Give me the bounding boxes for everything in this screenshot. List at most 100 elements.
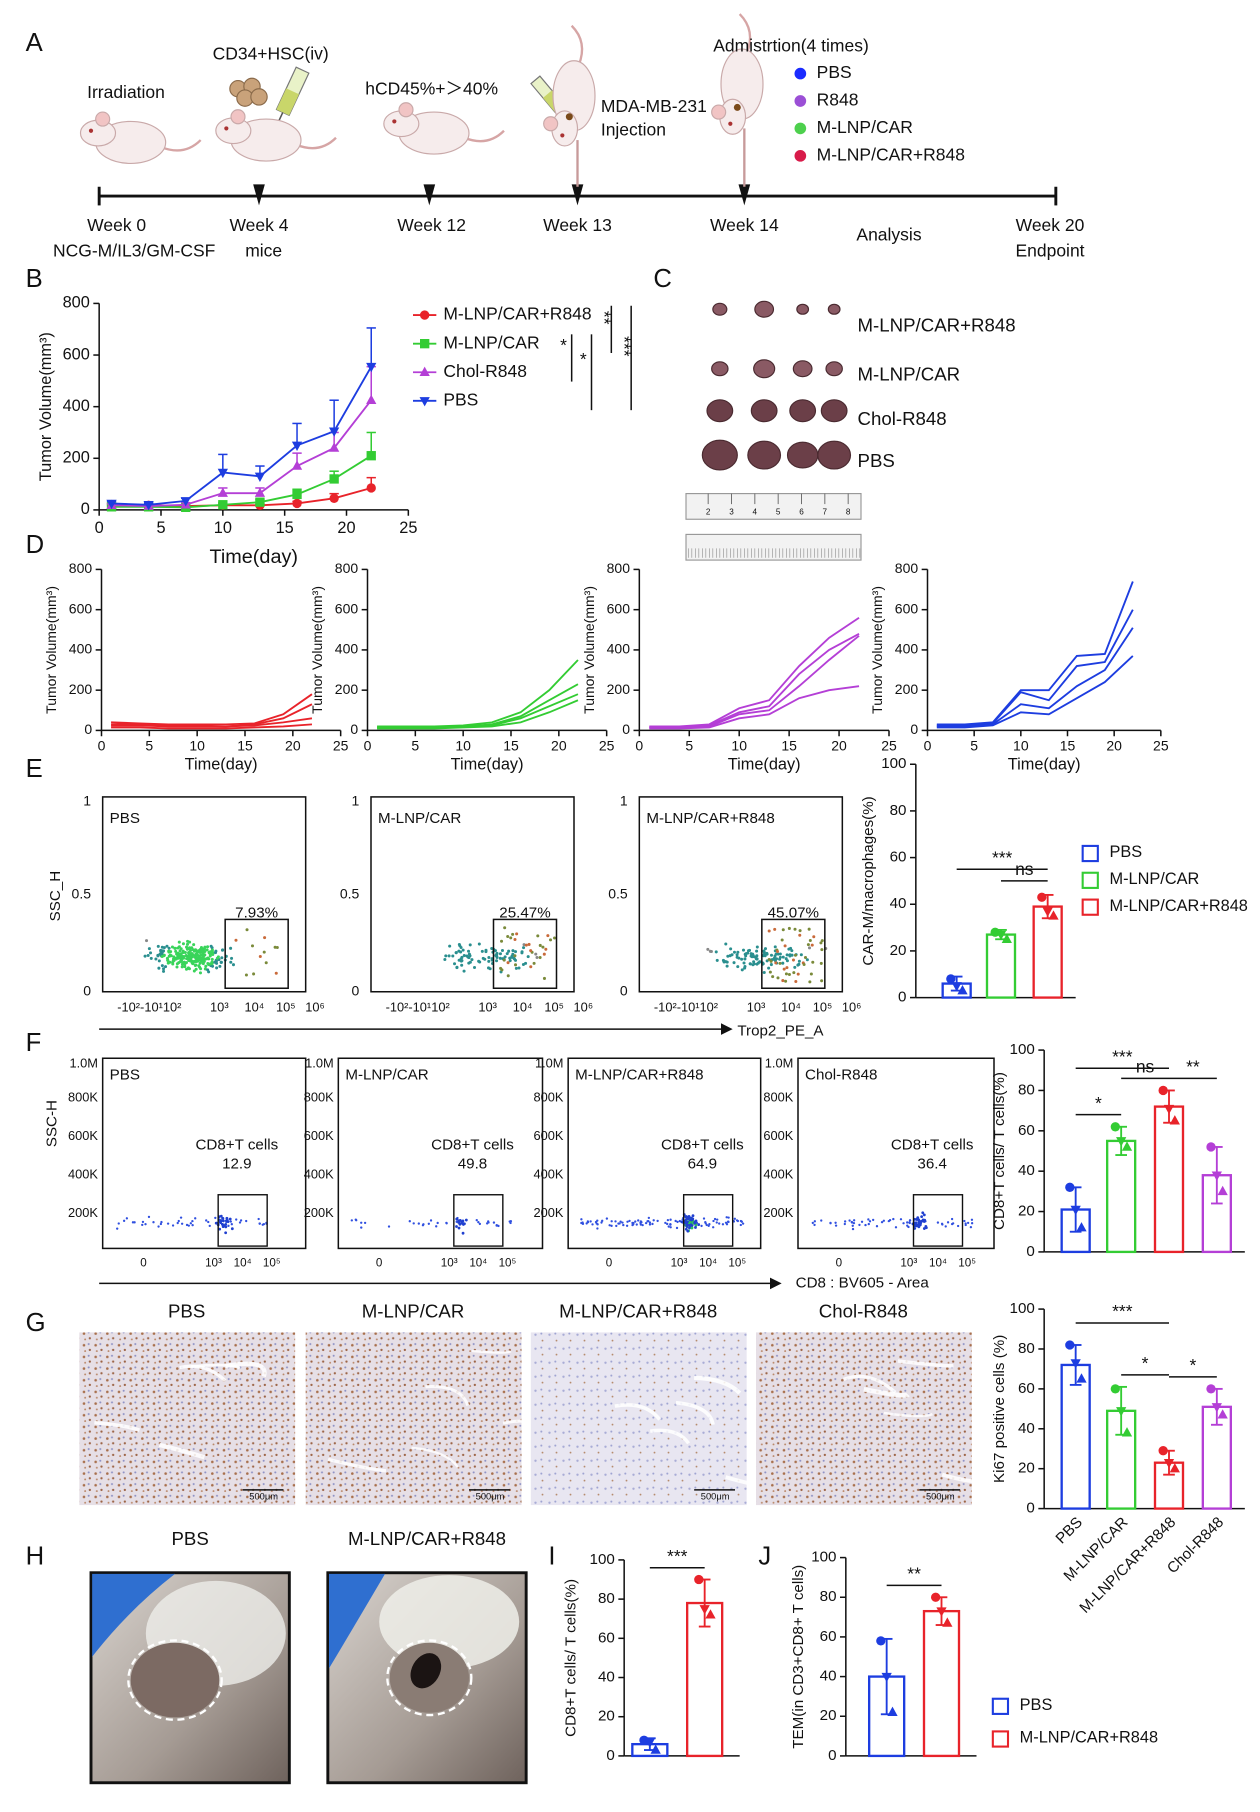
- event-dot: [586, 1221, 590, 1224]
- event-dot: [179, 1216, 183, 1219]
- gate: [492, 918, 558, 990]
- series-line: [377, 659, 579, 728]
- series-line: [649, 632, 860, 729]
- x-tick-label: 0: [924, 737, 932, 753]
- event-dot: [963, 1219, 966, 1223]
- event-dot: [675, 1226, 679, 1230]
- data-point: [1110, 1384, 1120, 1394]
- event-dot: [867, 1218, 870, 1221]
- flow-plot-label: M-LNP/CAR: [378, 810, 461, 827]
- x-tick-label: 10⁴: [469, 1257, 487, 1270]
- ruler-number: 6: [799, 507, 804, 516]
- event-dot: [774, 961, 778, 965]
- series-line: [111, 454, 372, 509]
- event-dot: [799, 953, 803, 957]
- x-tick-label: 10³: [671, 1257, 688, 1270]
- event-dot: [202, 960, 206, 964]
- event-dot: [470, 958, 474, 962]
- x-tick-label: 0: [140, 1257, 147, 1270]
- event-dot: [185, 945, 189, 949]
- event-dot: [166, 959, 170, 963]
- gate: [761, 918, 826, 990]
- event-dot: [944, 1225, 947, 1228]
- mouse-icon: [383, 102, 505, 155]
- event-dot: [500, 968, 504, 972]
- event-dot: [741, 1222, 745, 1225]
- event-dot: [936, 1221, 940, 1224]
- event-dot: [775, 950, 779, 954]
- event-dot: [787, 973, 791, 977]
- histology-image: [530, 1332, 747, 1506]
- y-tick-label: 400: [607, 641, 631, 657]
- x-tick-label: 0: [635, 737, 643, 753]
- event-dot: [218, 1227, 222, 1231]
- y-axis-label: Tumor Volume(mm³): [309, 586, 325, 714]
- legend-dot: [794, 95, 807, 107]
- y-tick-label: 0: [622, 721, 630, 737]
- event-dot: [718, 1222, 721, 1225]
- x-tick-label: 15: [276, 519, 294, 537]
- data-point: [946, 974, 956, 984]
- event-dot: [819, 961, 823, 965]
- event-dot: [754, 957, 758, 961]
- y-tick-label: 40: [820, 1668, 837, 1685]
- event-dot: [468, 943, 472, 947]
- data-point: [694, 1574, 704, 1585]
- event-dot: [222, 1219, 225, 1223]
- event-dot: [553, 936, 557, 940]
- significance-label: ***: [1112, 1046, 1133, 1066]
- event-dot: [771, 975, 775, 979]
- event-dot: [514, 966, 518, 970]
- data-point: [931, 1592, 941, 1602]
- tumor-group-label: PBS: [858, 450, 895, 471]
- x-tick-label: 15: [237, 737, 253, 753]
- tumor: [786, 441, 819, 469]
- x-tick-label: 10⁴: [781, 999, 801, 1014]
- event-dot: [748, 948, 752, 952]
- x-axis-label: Time(day): [451, 756, 524, 774]
- tissue-vein: [897, 1359, 954, 1368]
- legend-swatch: [1081, 871, 1099, 889]
- event-dot: [522, 946, 526, 950]
- y-tick-label: 1.0M: [535, 1055, 564, 1070]
- x-tick-label: 0: [606, 1257, 613, 1270]
- event-dot: [765, 952, 769, 956]
- event-dot: [536, 934, 540, 938]
- event-dot: [429, 1219, 433, 1222]
- y-axis-label: CAR-M/macrophages(%): [860, 796, 877, 965]
- y-tick-label: 200K: [304, 1205, 334, 1220]
- event-dot: [805, 958, 809, 962]
- event-dot: [908, 1221, 911, 1225]
- bar: [1106, 1139, 1137, 1254]
- event-dot: [744, 952, 748, 956]
- y-tick-label: 800: [895, 560, 919, 576]
- event-dot: [360, 1221, 363, 1224]
- timeline-note: hCD45%+＞40%: [365, 79, 498, 99]
- panel-label: F: [26, 1029, 42, 1057]
- event-dot: [154, 957, 158, 961]
- event-dot: [797, 959, 801, 963]
- data-point: [1163, 1458, 1175, 1469]
- event-dot: [435, 1225, 438, 1228]
- x-axis-label: CD8 : BV605 - Area: [796, 1274, 930, 1291]
- event-dot: [527, 942, 531, 946]
- x-tick-label: -10²-10¹10²: [654, 999, 719, 1014]
- significance-label: ns: [1015, 859, 1034, 879]
- y-tick-label: 80: [890, 802, 907, 819]
- event-dot: [785, 966, 789, 970]
- event-dot: [515, 932, 519, 936]
- event-dot: [143, 954, 147, 958]
- event-dot: [687, 1216, 691, 1220]
- event-dot: [218, 964, 222, 968]
- y-tick-label: 0: [620, 982, 628, 998]
- event-dot: [480, 949, 484, 953]
- event-dot: [529, 965, 533, 969]
- event-dot: [191, 1219, 194, 1223]
- data-point: [1076, 1222, 1087, 1232]
- event-dot: [778, 952, 782, 956]
- x-tick-label: 10⁵: [728, 1257, 746, 1270]
- event-dot: [626, 1220, 629, 1223]
- y-tick-label: 600K: [534, 1128, 564, 1143]
- event-dot: [187, 1224, 190, 1227]
- event-dot: [447, 954, 451, 958]
